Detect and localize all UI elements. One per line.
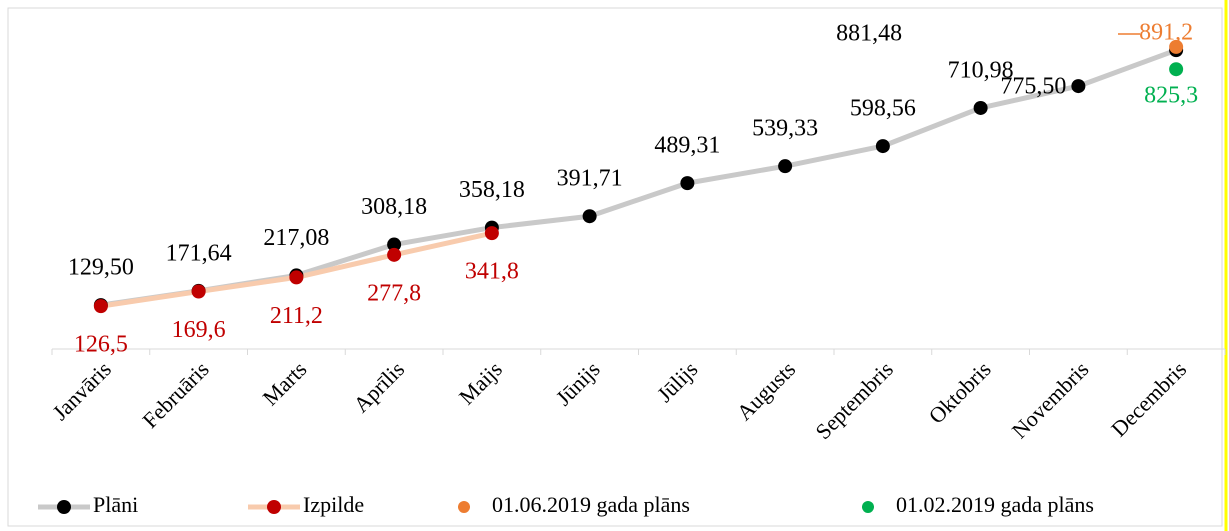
marker	[1169, 62, 1184, 77]
marker	[93, 299, 108, 314]
marker	[387, 237, 402, 252]
marker	[289, 270, 304, 285]
legend-marker	[862, 501, 874, 513]
data-label: 775,50	[1000, 74, 1066, 100]
marker	[387, 247, 402, 262]
data-label: 391,71	[557, 166, 623, 192]
data-label: 598,56	[850, 96, 916, 122]
data-label: 489,31	[654, 133, 720, 159]
data-label: 825,3	[1144, 83, 1198, 109]
data-label: 539,33	[752, 116, 818, 142]
data-label: 217,08	[263, 225, 329, 251]
data-label: 171,64	[166, 240, 232, 266]
legend-label: 01.06.2019 gada plāns	[492, 492, 690, 517]
legend-label: 01.02.2019 gada plāns	[896, 492, 1094, 517]
marker	[484, 226, 499, 241]
marker	[680, 176, 695, 191]
data-label: 126,5	[74, 332, 128, 358]
legend-marker	[57, 500, 71, 514]
marker	[973, 100, 988, 115]
data-label: 358,18	[459, 177, 525, 203]
legend-marker	[267, 500, 281, 514]
marker	[1071, 79, 1086, 94]
data-label: 211,2	[270, 303, 323, 329]
data-label: 129,50	[68, 255, 134, 281]
marker	[778, 159, 793, 174]
data-label: 710,98	[948, 57, 1014, 83]
legend-marker	[458, 501, 470, 513]
data-label: 308,18	[361, 194, 427, 220]
legend-label: Izpilde	[303, 492, 364, 517]
marker	[875, 139, 890, 154]
data-label: 277,8	[367, 280, 421, 306]
data-label: 169,6	[172, 317, 226, 343]
data-label: 891,2	[1139, 19, 1193, 45]
marker	[1169, 39, 1184, 54]
marker	[191, 284, 206, 299]
legend-label: Plāni	[93, 492, 138, 517]
marker	[582, 209, 597, 224]
data-label: 881,48	[836, 21, 902, 47]
data-label: 341,8	[465, 259, 519, 285]
chart-border	[7, 7, 1223, 527]
